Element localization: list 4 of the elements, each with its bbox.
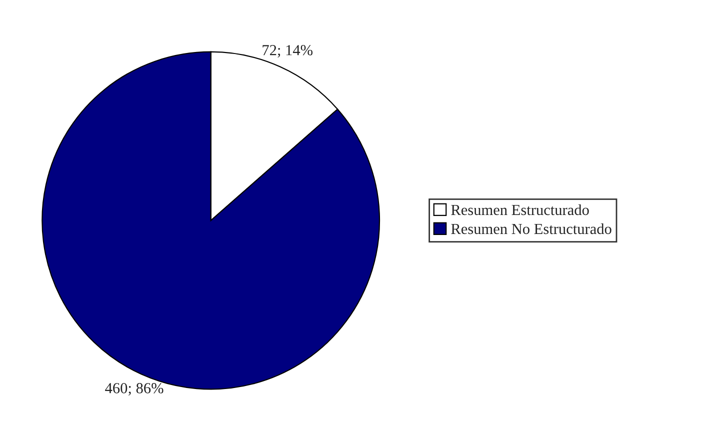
data-label: 460; 86% <box>105 383 164 396</box>
legend-label: Resumen Estructurado <box>451 204 589 216</box>
legend-label: Resumen No Estructurado <box>451 223 612 234</box>
data-label: 72; 14% <box>262 45 313 58</box>
